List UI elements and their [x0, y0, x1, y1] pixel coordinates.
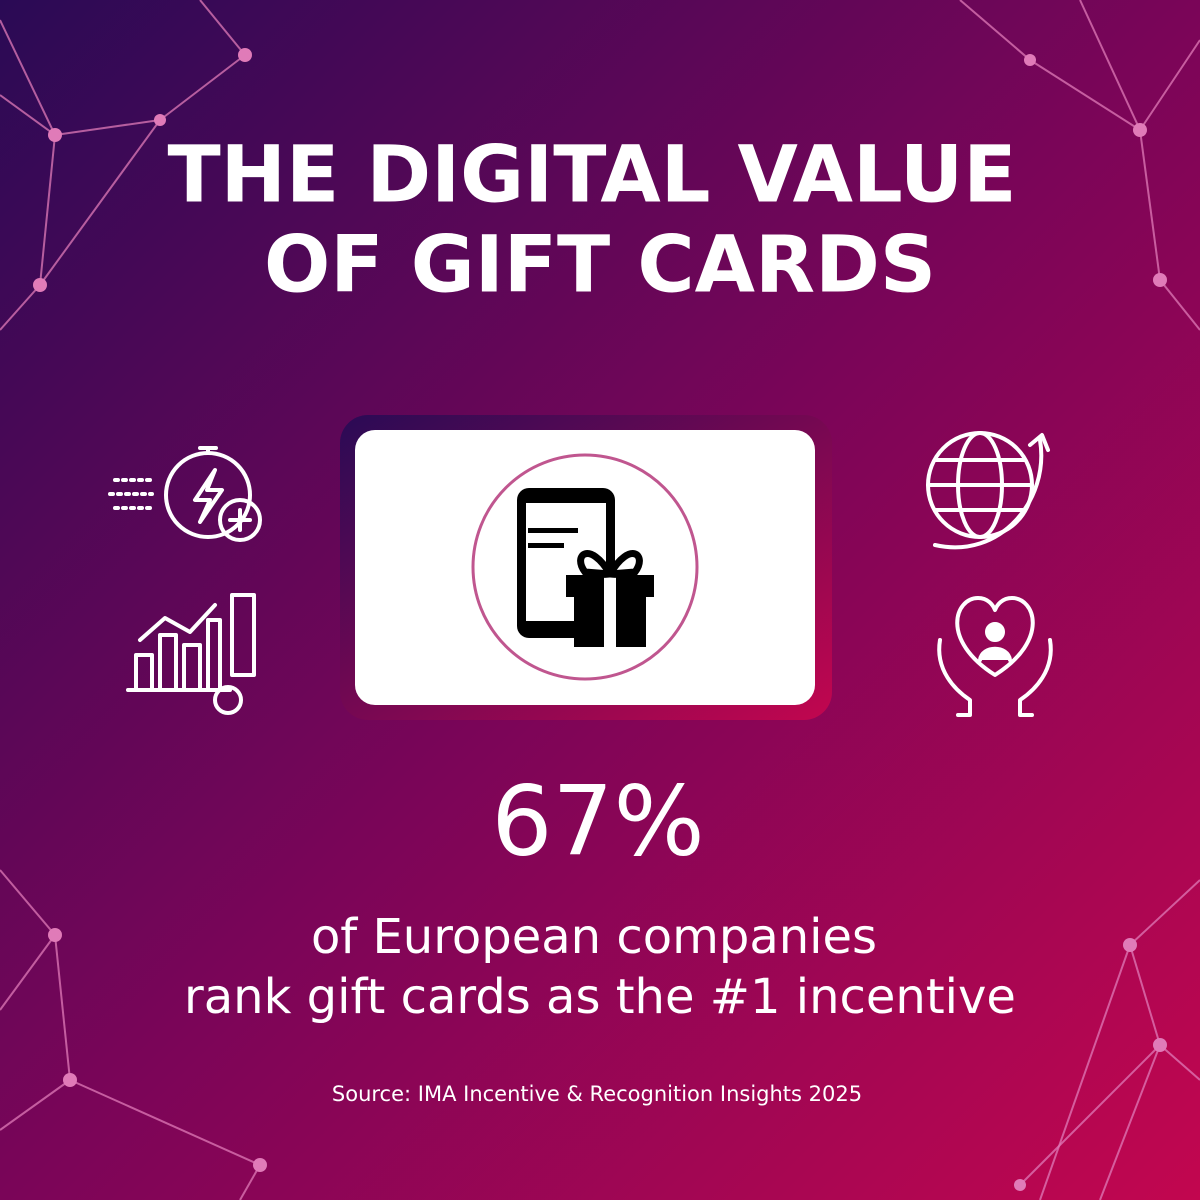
globe-icon [926, 431, 1050, 550]
gift-card [340, 415, 832, 720]
description-line: of European companies [311, 909, 877, 965]
growth-icon [126, 593, 256, 715]
title-line: THE DIGITAL VALUE [167, 130, 1016, 220]
care-icon [937, 596, 1053, 717]
source: Source: IMA Incentive & Recognition Insi… [332, 1082, 862, 1106]
description-line: rank gift cards as the #1 incentive [184, 969, 1016, 1025]
speed-icon [108, 446, 262, 542]
title-line: OF GIFT CARDS [264, 220, 936, 310]
statistic: 67% [491, 765, 704, 877]
